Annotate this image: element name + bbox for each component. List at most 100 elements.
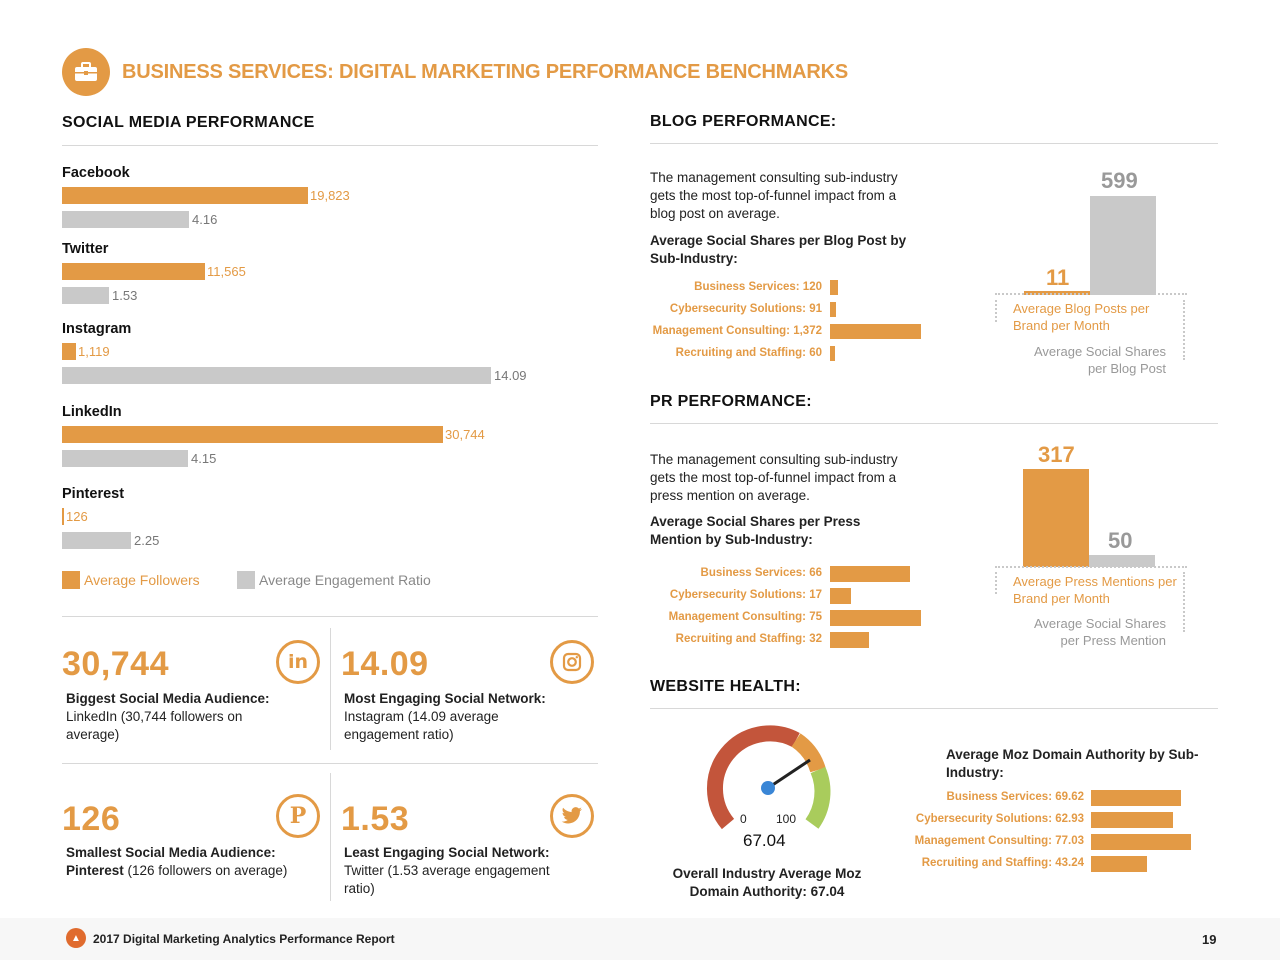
network-label-instagram: Instagram [62,321,132,337]
blog-bar-0 [830,280,838,295]
stats-divider-mid [62,763,598,764]
stat-linkedin-badge: in [276,640,320,684]
stat-instagram-badge [550,640,594,684]
pr-bar-1 [830,588,851,604]
stat-smallest-audience-title: Smallest Social Media Audience: [66,845,276,860]
stat-least-engaging-title: Least Engaging Social Network: Twitter (… [344,844,554,898]
blog-dots-top [995,293,1187,295]
pr-shares-bar [1089,555,1155,567]
followers-bar-twitter [62,263,205,280]
blog-title: BLOG PERFORMANCE: [650,113,837,130]
stat-smallest-audience-desc: Pinterest (126 followers on average) [66,862,316,880]
pr-mentions-value: 317 [1038,442,1075,467]
social-divider [62,145,598,146]
engagement-value-twitter: 1.53 [112,288,138,303]
page-title: BUSINESS SERVICES: DIGITAL MARKETING PER… [122,61,849,83]
website-label-3: Recruiting and Staffing: 43.24 [921,857,1084,869]
stats-divider-v2 [330,773,331,901]
moz-gauge [707,725,831,830]
blog-chart-title: Average Social Shares per Blog Post by S… [650,233,907,266]
stat-least-engaging-desc: Twitter (1.53 average engagement ratio) [344,863,550,896]
stat-least-engaging-value: 1.53 [341,800,410,838]
linkedin-icon: in [287,651,309,673]
pr-dots-top [995,566,1187,568]
network-label-pinterest: Pinterest [62,486,125,502]
followers-value-twitter: 11,565 [207,264,246,279]
header-icon-circle [62,48,110,96]
gauge-value: 67.04 [743,831,786,850]
pr-bar-3 [830,632,869,648]
stat-most-engaging-value: 14.09 [341,645,429,683]
blog-shares-label: Average Social Shares per Blog Post [1033,344,1166,376]
pr-label-2: Management Consulting: 75 [668,611,822,623]
stat-smallest-audience-detail: (126 followers on average) [123,863,288,878]
pr-shares-label: Average Social Shares per Press Mention [1033,616,1166,648]
pr-mentions-label: Average Press Mentions per Brand per Mon… [1013,574,1177,606]
website-bar-0 [1091,790,1181,806]
pr-divider [650,423,1218,424]
stat-twitter-badge [550,794,594,838]
engagement-bar-facebook [62,211,189,228]
pr-bar-2 [830,610,921,626]
blog-shares-bar [1090,196,1156,295]
stat-least-engaging-title-text: Least Engaging Social Network: [344,845,550,860]
stat-smallest-audience-value: 126 [62,800,121,838]
pr-dots-left [995,572,997,594]
footer-bar [0,918,1280,960]
network-label-twitter: Twitter [62,241,109,257]
pr-dots-right [1183,572,1185,632]
website-label-2: Management Consulting: 77.03 [914,835,1084,847]
stat-pinterest-badge: P [276,794,320,838]
followers-bar-pinterest [62,508,64,525]
stats-divider-top [62,616,598,617]
network-label-linkedin: LinkedIn [62,404,122,420]
stat-biggest-audience-value: 30,744 [62,645,169,683]
followers-bar-facebook [62,187,308,204]
website-label-0: Business Services: 69.62 [946,791,1084,803]
followers-value-pinterest: 126 [66,509,88,524]
instagram-icon [562,652,582,672]
engagement-bar-pinterest [62,532,131,549]
legend-followers-swatch [62,571,80,589]
pr-label-1: Cybersecurity Solutions: 17 [669,589,822,601]
stat-biggest-audience-desc: LinkedIn (30,744 followers on average) [66,709,243,742]
pr-chart-title: Average Social Shares per Press Mention … [650,514,861,547]
blog-label-3: Recruiting and Staffing: 60 [675,347,822,359]
legend-engagement-swatch [237,571,255,589]
legend-followers-label: Average Followers [84,572,200,588]
stat-biggest-audience-title: Biggest Social Media Audience: [66,691,270,706]
engagement-bar-twitter [62,287,109,304]
blog-divider [650,143,1218,144]
social-title: SOCIAL MEDIA PERFORMANCE [62,114,315,131]
blog-bar-1 [830,302,836,317]
followers-value-facebook: 19,823 [310,188,350,203]
blog-dots-left [995,300,997,322]
briefcase-icon [75,62,97,81]
stat-most-engaging-title: Most Engaging Social Network: [344,691,546,706]
website-divider [650,708,1218,709]
pr-label-3: Recruiting and Staffing: 32 [675,633,822,645]
engagement-value-pinterest: 2.25 [134,533,160,548]
stat-most-engaging-desc: Instagram (14.09 average engagement rati… [344,709,499,742]
website-bar-1 [1091,812,1173,828]
engagement-value-facebook: 4.16 [192,212,218,227]
blog-posts-label: Average Blog Posts per Brand per Month [1013,301,1150,333]
followers-value-linkedin: 30,744 [445,427,485,442]
stats-divider-v1 [330,628,331,750]
gauge-max-label: 100 [776,812,797,826]
gauge-caption: Overall Industry Average Moz Domain Auth… [672,866,862,899]
website-bar-3 [1091,856,1147,872]
website-label-1: Cybersecurity Solutions: 62.93 [915,813,1084,825]
engagement-value-instagram: 14.09 [494,368,527,383]
blog-posts-value: 11 [1046,265,1070,290]
footer-report-title: 2017 Digital Marketing Analytics Perform… [93,932,395,946]
footer-logo: ▲ [66,928,86,948]
followers-bar-linkedin [62,426,443,443]
legend-engagement-label: Average Engagement Ratio [259,572,431,588]
page-number: 19 [1202,932,1217,947]
pr-title: PR PERFORMANCE: [650,393,812,410]
pr-mentions-bar [1023,469,1089,567]
engagement-bar-linkedin [62,450,188,467]
blog-bar-2 [830,324,921,339]
blog-dots-right [1183,300,1185,360]
